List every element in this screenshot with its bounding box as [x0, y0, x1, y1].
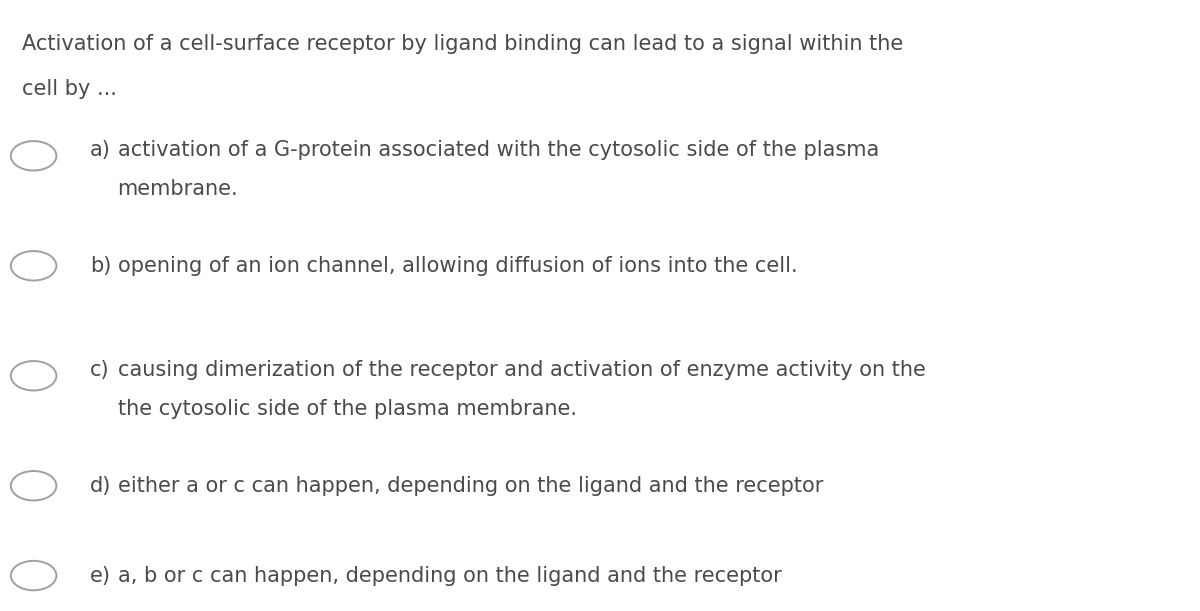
Text: the cytosolic side of the plasma membrane.: the cytosolic side of the plasma membran…	[118, 400, 577, 419]
Text: opening of an ion channel, allowing diffusion of ions into the cell.: opening of an ion channel, allowing diff…	[118, 256, 797, 276]
Text: d): d)	[90, 476, 112, 496]
Text: e): e)	[90, 566, 112, 585]
Text: causing dimerization of the receptor and activation of enzyme activity on the: causing dimerization of the receptor and…	[118, 360, 925, 379]
Text: c): c)	[90, 360, 109, 379]
Text: b): b)	[90, 256, 112, 276]
Text: cell by ...: cell by ...	[22, 79, 116, 100]
Text: membrane.: membrane.	[118, 180, 239, 199]
Text: activation of a G-protein associated with the cytosolic side of the plasma: activation of a G-protein associated wit…	[118, 140, 878, 159]
Text: a): a)	[90, 140, 110, 159]
Text: Activation of a cell-surface receptor by ligand binding can lead to a signal wit: Activation of a cell-surface receptor by…	[22, 34, 902, 54]
Text: either a or c can happen, depending on the ligand and the receptor: either a or c can happen, depending on t…	[118, 476, 823, 496]
Text: a, b or c can happen, depending on the ligand and the receptor: a, b or c can happen, depending on the l…	[118, 566, 781, 585]
